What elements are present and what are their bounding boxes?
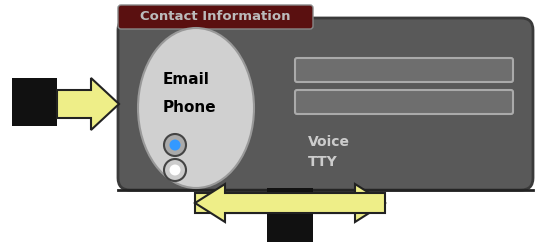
Text: Email: Email <box>163 73 210 88</box>
Circle shape <box>169 139 180 151</box>
Bar <box>12 78 57 126</box>
FancyArrow shape <box>195 184 385 222</box>
Bar <box>267 188 313 242</box>
Text: TTY: TTY <box>308 155 338 169</box>
FancyBboxPatch shape <box>118 5 313 29</box>
Text: Voice: Voice <box>308 135 350 149</box>
FancyBboxPatch shape <box>295 90 513 114</box>
Circle shape <box>164 159 186 181</box>
FancyArrow shape <box>57 78 119 130</box>
FancyBboxPatch shape <box>295 58 513 82</box>
Text: Phone: Phone <box>163 100 216 115</box>
Circle shape <box>169 165 180 175</box>
Text: Contact Information: Contact Information <box>140 10 291 23</box>
Ellipse shape <box>138 28 254 188</box>
FancyArrow shape <box>195 184 385 222</box>
Circle shape <box>164 134 186 156</box>
FancyBboxPatch shape <box>118 18 533 190</box>
